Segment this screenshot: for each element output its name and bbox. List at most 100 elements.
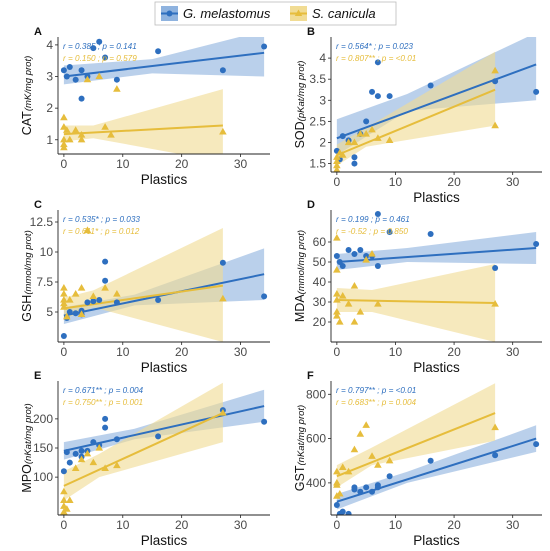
data-point-s-canicula [83,75,92,83]
data-point-g-melastomus [63,449,70,456]
data-point-g-melastomus [155,48,162,55]
y-axis-label: MPO [20,464,34,493]
y-axis-label: SOD [293,121,307,148]
y-tick-label: 10 [40,245,54,259]
y-axis-label: CAT [20,111,34,135]
data-point-s-canicula [333,290,341,297]
y-tick-label: 4 [319,51,326,65]
data-point-g-melastomus [102,54,109,61]
data-point-g-melastomus [84,299,91,306]
data-point-s-canicula [350,318,359,325]
x-axis-label: Plastics [413,190,460,205]
plot-area [333,211,540,342]
x-axis-label: Plastics [413,533,460,548]
x-tick-label: 30 [506,175,520,189]
data-point-s-canicula [374,134,382,141]
x-tick-label: 30 [234,345,248,359]
y-tick-label: 12.5 [30,215,54,229]
data-point-g-melastomus [113,299,120,306]
y-tick-label: 2.5 [309,114,326,128]
data-point-s-canicula [63,312,71,320]
y-tick-label: 1.5 [309,157,326,171]
y-tick-label: 600 [306,432,326,446]
stats-g-melastomus: r = 0.564* ; p = 0.023 [336,42,413,51]
data-point-g-melastomus [374,211,381,217]
data-point-s-canicula [335,489,344,497]
data-point-s-canicula [60,496,68,504]
data-point-s-canicula [113,85,121,92]
y-axis-label: GSH [20,295,34,322]
data-point-g-melastomus [113,76,120,83]
data-point-s-canicula [350,282,359,289]
data-point-s-canicula [333,312,341,319]
data-point-g-melastomus [66,459,73,466]
data-point-g-melastomus [374,482,381,489]
data-point-s-canicula [63,505,71,512]
data-point-g-melastomus [261,418,268,425]
data-point-s-canicula [113,461,121,469]
x-tick-label: 20 [447,175,461,189]
data-point-g-melastomus [66,309,73,315]
data-point-g-melastomus [533,441,540,448]
data-point-s-canicula [95,444,104,451]
x-tick-label: 0 [334,175,341,189]
x-tick-label: 10 [389,175,403,189]
x-tick-label: 10 [116,345,130,359]
data-point-s-canicula [338,151,347,158]
data-point-s-canicula [335,318,344,325]
data-point-g-melastomus [386,473,393,480]
y-tick-label: 30 [313,295,327,309]
data-point-s-canicula [333,165,341,172]
data-point-g-melastomus [96,38,103,45]
data-point-g-melastomus [333,253,340,259]
data-point-g-melastomus [102,424,109,431]
data-point-g-melastomus [427,457,434,464]
data-point-g-melastomus [60,67,67,74]
data-point-s-canicula [356,430,365,437]
plot-area [60,37,268,154]
y-axis-unit: (pKat/mg prot) [296,61,307,122]
data-point-s-canicula [374,461,382,468]
regression-line-g-melastomus [63,51,265,78]
regression-line-s-canicula [336,412,496,478]
data-point-g-melastomus [351,160,358,167]
data-point-g-melastomus [369,488,376,495]
data-point-g-melastomus [60,333,67,339]
data-point-g-melastomus [72,450,79,457]
data-point-s-canicula [350,445,359,453]
data-point-s-canicula [333,296,341,303]
regression-line-s-canicula [63,124,223,136]
confidence-band-g-melastomus [336,232,537,270]
data-point-g-melastomus [78,95,85,102]
data-point-s-canicula [368,125,376,133]
data-point-g-melastomus [155,433,162,440]
stats-s-canicula: r = 0.611* ; p = 0.012 [63,227,140,236]
data-point-g-melastomus [369,88,376,95]
panel-e: 0 10 20 30 100 150 200 Plastics MPO(nKat/mg prot… [20,370,270,548]
y-axis-title: MPO(nKat/mg prot) [20,403,34,492]
panel-c: 0 10 20 30 5 7.5 10 12.5 Plastics GSH(mmol/mg pro… [20,199,270,375]
confidence-band-g-melastomus [336,425,537,510]
data-point-s-canicula [60,143,68,151]
y-axis-label: GST [293,465,307,491]
legend-key-marker [294,9,303,16]
data-point-s-canicula [333,266,341,273]
stats-s-canicula: r = -0.52 ; p = 0.850 [336,227,408,236]
data-point-s-canicula [356,130,365,137]
data-point-s-canicula [333,161,341,169]
data-point-s-canicula [60,290,68,297]
data-point-g-melastomus [90,439,97,446]
data-point-s-canicula [333,481,341,488]
data-point-g-melastomus [339,263,346,269]
data-point-g-melastomus [427,82,434,89]
confidence-band-s-canicula [63,89,223,154]
confidence-band-s-canicula [336,264,496,342]
y-tick-label: 200 [33,412,53,426]
data-point-g-melastomus [351,154,358,161]
data-point-s-canicula [113,290,121,297]
y-tick-label: 40 [313,275,327,289]
y-tick-label: 1 [46,133,53,147]
data-point-g-melastomus [339,508,346,515]
data-point-s-canicula [77,310,86,317]
